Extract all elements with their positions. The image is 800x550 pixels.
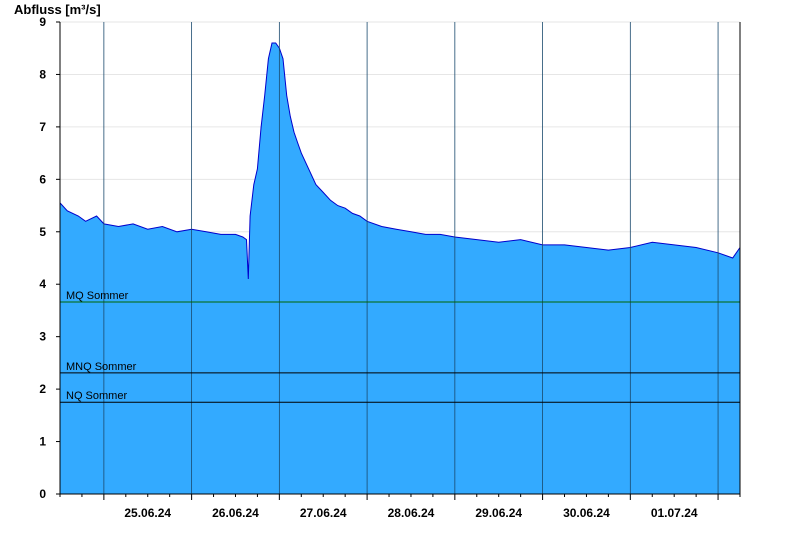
- axes: [59, 22, 741, 495]
- y-tick-label: 9: [39, 15, 46, 29]
- x-tick-labels: 25.06.24 26.06.24 27.06.24 28.06.24 29.06.24…: [59, 494, 741, 520]
- y-tick-label: 3: [39, 330, 46, 344]
- y-tick-label: 6: [39, 172, 46, 186]
- y-tick-label: 7: [39, 120, 46, 134]
- y-tick-label: 5: [39, 225, 46, 239]
- y-tick-label: 2: [39, 382, 46, 396]
- x-tick-label: 25.06.24: [124, 506, 171, 520]
- day-gridlines: [103, 22, 719, 494]
- y-axis-label: Abfluss [m³/s]: [14, 2, 101, 17]
- x-tick-label: 01.07.24: [651, 506, 698, 520]
- discharge-area-fill: [60, 43, 740, 494]
- reference-line-label: NQ Sommer: [66, 390, 127, 402]
- reference-lines: MQ Sommer MNQ Sommer NQ Sommer: [60, 290, 740, 403]
- discharge-area: [59, 42, 741, 494]
- x-tick-label: 29.06.24: [475, 506, 522, 520]
- y-tick-labels: 0 1 2 3 4 5 6 7 8 9: [39, 15, 60, 501]
- x-tick-label: 30.06.24: [563, 506, 610, 520]
- discharge-series-line: [59, 42, 741, 280]
- x-tick-label: 28.06.24: [388, 506, 435, 520]
- y-tick-label: 1: [39, 435, 46, 449]
- y-tick-label: 8: [39, 67, 46, 81]
- reference-line-label: MNQ Sommer: [66, 361, 137, 373]
- x-tick-label: 27.06.24: [300, 506, 347, 520]
- y-tick-label: 0: [39, 487, 46, 501]
- x-tick-label: 26.06.24: [212, 506, 259, 520]
- reference-line-label: MQ Sommer: [66, 290, 129, 302]
- y-tick-label: 4: [39, 277, 46, 291]
